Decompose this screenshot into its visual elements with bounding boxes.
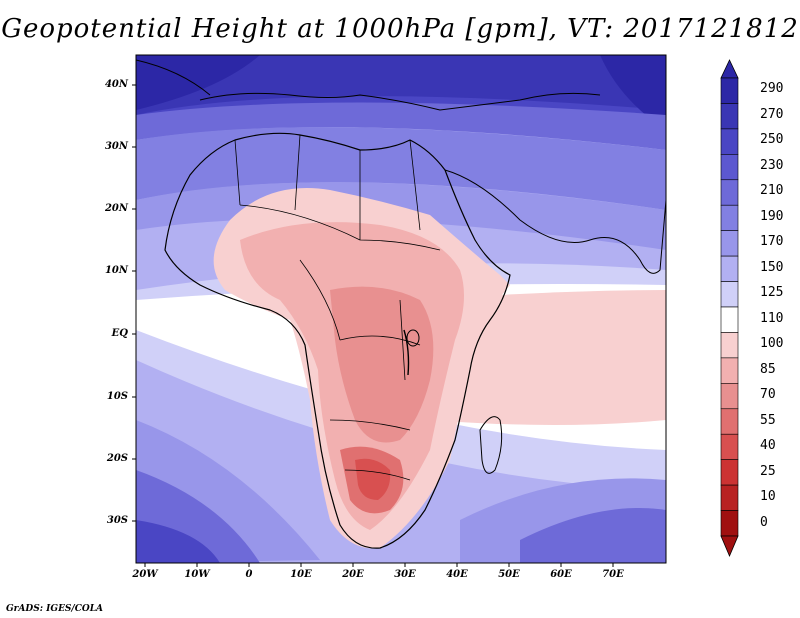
colorbar-label-230: 230 [760,158,784,173]
colorbar-bottom-arrow [720,535,739,558]
lon-label-40e: 40E [446,569,468,580]
colorbar-label-25: 25 [760,464,776,479]
field-band-ne-core [600,55,666,130]
colorbar-cell-110 [720,306,739,333]
colorbar-cell-40 [720,433,739,460]
lat-label-30s: 30S [106,515,128,526]
iberia-coastline [136,59,211,96]
colorbar-label-40: 40 [760,438,776,453]
lat-label-10s: 10S [106,391,128,402]
colorbar-cell-210 [720,179,739,206]
colorbar-label-125: 125 [760,285,784,300]
colorbar-cell-85 [720,357,739,384]
colorbar-label-55: 55 [760,413,776,428]
madagascar-coastline [479,416,503,474]
lat-label-10n: 10N [104,265,128,276]
lon-label-30e: 30E [394,569,416,580]
colorbar-label-170: 170 [760,234,784,249]
colorbar-label-270: 270 [760,107,784,122]
arabia-india-coastline [444,169,666,274]
colorbar-label-250: 250 [760,132,784,147]
field-band-north-light [136,127,666,210]
colorbar-label-150: 150 [760,260,784,275]
colorbar-cell-100 [720,332,739,359]
colorbar-cells [720,77,739,537]
colorbar-cell-0 [720,510,739,537]
colorbar-label-190: 190 [760,209,784,224]
colorbar-cell-70 [720,383,739,410]
colorbar-cell-290 [720,77,739,104]
colorbar-label-290: 290 [760,81,784,96]
lon-label-10w: 10W [184,569,210,580]
colorbar-cell-125 [720,281,739,308]
colorbar-top-arrow [720,59,739,79]
lon-label-60e: 60E [550,569,572,580]
colorbar-label-85: 85 [760,362,776,377]
country-borders [234,134,441,481]
lake-tanganyika [403,329,410,376]
field-band-north [136,55,666,115]
colorbar-cell-55 [720,408,739,435]
map-title: Geopotential Height at 1000hPa [gpm], VT… [1,14,799,44]
colorbar-cell-150 [720,255,739,282]
lon-label-0: 0 [245,569,253,580]
field-band-south-atlantic-deep [136,520,220,563]
lat-ticks [132,84,136,522]
colorbar-cell-170 [720,230,739,257]
lon-label-20e: 20E [342,569,364,580]
colorbar [720,59,739,558]
lon-label-10e: 10E [290,569,312,580]
colorbar-label-100: 100 [760,336,784,351]
colorbar-cell-190 [720,204,739,231]
colorbar-cell-10 [720,484,739,511]
lon-label-70e: 70E [602,569,624,580]
lon-label-50e: 50E [498,569,520,580]
map-plot-area [136,55,666,563]
field-band-south-indian-mid [520,508,666,563]
lon-label-20w: 20W [132,569,158,580]
colorbar-label-210: 210 [760,183,784,198]
field-central-africa [330,286,434,443]
africa-coastline [164,132,511,549]
colorbar-cell-25 [720,459,739,486]
map-frame [135,54,667,564]
field-band-nw-core [136,55,260,110]
colorbar-cell-230 [720,154,739,181]
mediterranean-coastline [199,92,601,111]
colorbar-cell-270 [720,103,739,130]
colorbar-label-10: 10 [760,489,776,504]
colorbar-cell-250 [720,128,739,155]
colorbar-label-70: 70 [760,387,776,402]
lat-label-40n: 40N [104,79,128,90]
lake-victoria [406,329,420,347]
field-band-north-mid [136,102,666,150]
lat-label-30n: 30N [104,141,128,152]
lon-ticks [144,563,614,567]
field-kalahari-low [355,458,391,500]
lat-label-eq: EQ [111,328,128,339]
colorbar-label-0: 0 [760,515,768,530]
colorbar-label-110: 110 [760,311,784,326]
lat-label-20n: 20N [104,203,128,214]
grads-credit: GrADS: IGES/COLA [6,604,104,614]
lat-label-20s: 20S [106,453,128,464]
